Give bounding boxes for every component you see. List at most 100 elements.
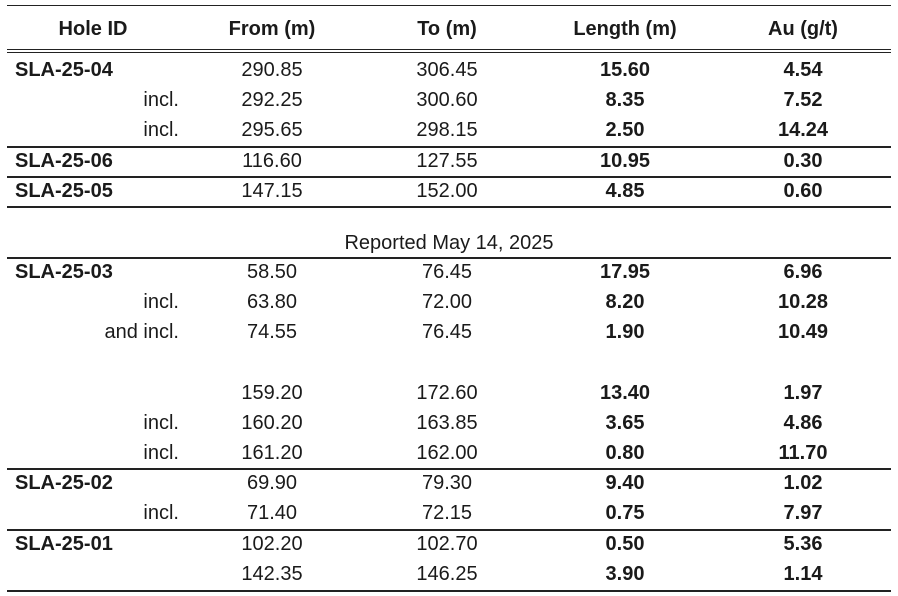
au-cell: 5.36: [783, 533, 823, 555]
au-cell: 6.96: [783, 261, 823, 283]
row-rule: [7, 529, 891, 531]
length-cell: 8.35: [605, 89, 645, 111]
to-cell: 102.70: [416, 533, 478, 555]
to-cell: 306.45: [416, 59, 478, 81]
row-rule: [7, 206, 891, 208]
hole-id-cell: SLA-25-01: [15, 533, 113, 555]
row-rule: [7, 146, 891, 148]
length-cell: 10.95: [599, 150, 651, 172]
length-cell: 3.65: [605, 412, 645, 434]
from-cell: 142.35: [241, 563, 303, 585]
from-cell: 69.90: [246, 472, 298, 494]
hole-id-cell: SLA-25-05: [15, 180, 113, 202]
length-cell: 2.50: [605, 119, 645, 141]
hole-id-cell: [15, 559, 179, 589]
hole-id-cell: incl.: [143, 89, 179, 111]
length-cell: 1.90: [605, 321, 645, 343]
hole-id-cell: and incl.: [104, 321, 180, 343]
from-cell: 74.55: [246, 321, 298, 343]
from-cell: 292.25: [241, 89, 303, 111]
au-cell: 11.70: [778, 442, 828, 464]
to-cell: 146.25: [416, 563, 478, 585]
from-cell: 147.15: [241, 180, 303, 202]
from-cell: 58.50: [246, 261, 298, 283]
length-cell: 3.90: [605, 563, 645, 585]
row-rule: [7, 468, 891, 470]
to-cell: 300.60: [416, 89, 478, 111]
to-cell: 72.15: [421, 502, 473, 524]
length-cell: 17.95: [599, 261, 651, 283]
table-row: incl. 71.40 72.15 0.75 7.97: [7, 498, 891, 528]
table-row: 142.35 146.25 3.90 1.14: [7, 559, 891, 589]
section-label: Reported May 14, 2025: [344, 232, 554, 254]
au-cell: 4.86: [783, 412, 823, 434]
table-row: incl. 160.20 163.85 3.65 4.86: [7, 408, 891, 438]
from-cell: 116.60: [242, 150, 302, 172]
hole-id-cell: SLA-25-02: [15, 472, 113, 494]
to-cell: 172.60: [416, 382, 478, 404]
from-cell: 160.20: [241, 412, 303, 434]
au-cell: 7.52: [783, 89, 823, 111]
header-au: Au (g/t): [768, 18, 838, 40]
au-cell: 1.97: [783, 382, 823, 404]
au-cell: 0.30: [783, 150, 823, 172]
header-row: Hole ID From (m) To (m) Length (m) Au (g…: [7, 14, 891, 44]
table-row: incl. 161.20 162.00 0.80 11.70: [7, 438, 891, 468]
table-row: SLA-25-04 290.85 306.45 15.60 4.54: [7, 55, 891, 85]
hole-id-cell: incl.: [143, 502, 179, 524]
au-cell: 7.97: [783, 502, 823, 524]
au-cell: 10.28: [777, 291, 829, 313]
au-cell: 1.02: [783, 472, 823, 494]
length-cell: 9.40: [605, 472, 645, 494]
row-rule: [7, 176, 891, 178]
to-cell: 163.85: [416, 412, 478, 434]
to-cell: 162.00: [416, 442, 478, 464]
from-cell: 71.40: [246, 502, 298, 524]
hole-id-cell: [15, 378, 179, 408]
from-cell: 295.65: [241, 119, 303, 141]
hole-id-cell: incl.: [143, 291, 179, 313]
header-double-rule: [7, 49, 891, 53]
au-cell: 10.49: [777, 321, 829, 343]
table-row: SLA-25-01 102.20 102.70 0.50 5.36: [7, 529, 891, 559]
length-cell: 15.60: [599, 59, 651, 81]
table-row: SLA-25-06 116.60 127.55 10.95 0.30: [7, 146, 891, 176]
header-to: To (m): [417, 18, 477, 40]
au-cell: 14.24: [777, 119, 829, 141]
row-rule: [7, 257, 891, 259]
to-cell: 152.00: [416, 180, 478, 202]
to-cell: 76.45: [421, 321, 473, 343]
hole-id-cell: SLA-25-06: [15, 150, 113, 172]
from-cell: 63.80: [246, 291, 298, 313]
au-cell: 4.54: [783, 59, 823, 81]
to-cell: 76.45: [421, 261, 473, 283]
hole-id-cell: incl.: [143, 412, 179, 434]
length-cell: 13.40: [599, 382, 651, 404]
hole-id-cell: incl.: [143, 442, 179, 464]
from-cell: 161.20: [241, 442, 303, 464]
au-cell: 1.14: [783, 563, 823, 585]
top-rule: [7, 5, 891, 6]
header-length: Length (m): [573, 18, 677, 40]
bottom-rule: [7, 590, 891, 592]
hole-id-cell: SLA-25-03: [15, 261, 113, 283]
table-row: 159.20 172.60 13.40 1.97: [7, 378, 891, 408]
table-row: incl. 295.65 298.15 2.50 14.24: [7, 115, 891, 145]
au-cell: 0.60: [783, 180, 823, 202]
length-cell: 0.80: [605, 442, 645, 464]
hole-id-cell: incl.: [143, 119, 179, 141]
header-hole-id: Hole ID: [58, 18, 128, 40]
table-row: incl. 292.25 300.60 8.35 7.52: [7, 85, 891, 115]
length-cell: 8.20: [605, 291, 645, 313]
to-cell: 79.30: [421, 472, 473, 494]
table-row: and incl. 74.55 76.45 1.90 10.49: [7, 317, 891, 347]
from-cell: 102.20: [241, 533, 303, 555]
length-cell: 0.50: [605, 533, 645, 555]
table-row: incl. 63.80 72.00 8.20 10.28: [7, 287, 891, 317]
table-row: SLA-25-05 147.15 152.00 4.85 0.60: [7, 176, 891, 206]
hole-id-cell: SLA-25-04: [15, 59, 113, 81]
table-row: SLA-25-02 69.90 79.30 9.40 1.02: [7, 468, 891, 498]
to-cell: 72.00: [421, 291, 473, 313]
from-cell: 159.20: [241, 382, 303, 404]
length-cell: 4.85: [605, 180, 645, 202]
